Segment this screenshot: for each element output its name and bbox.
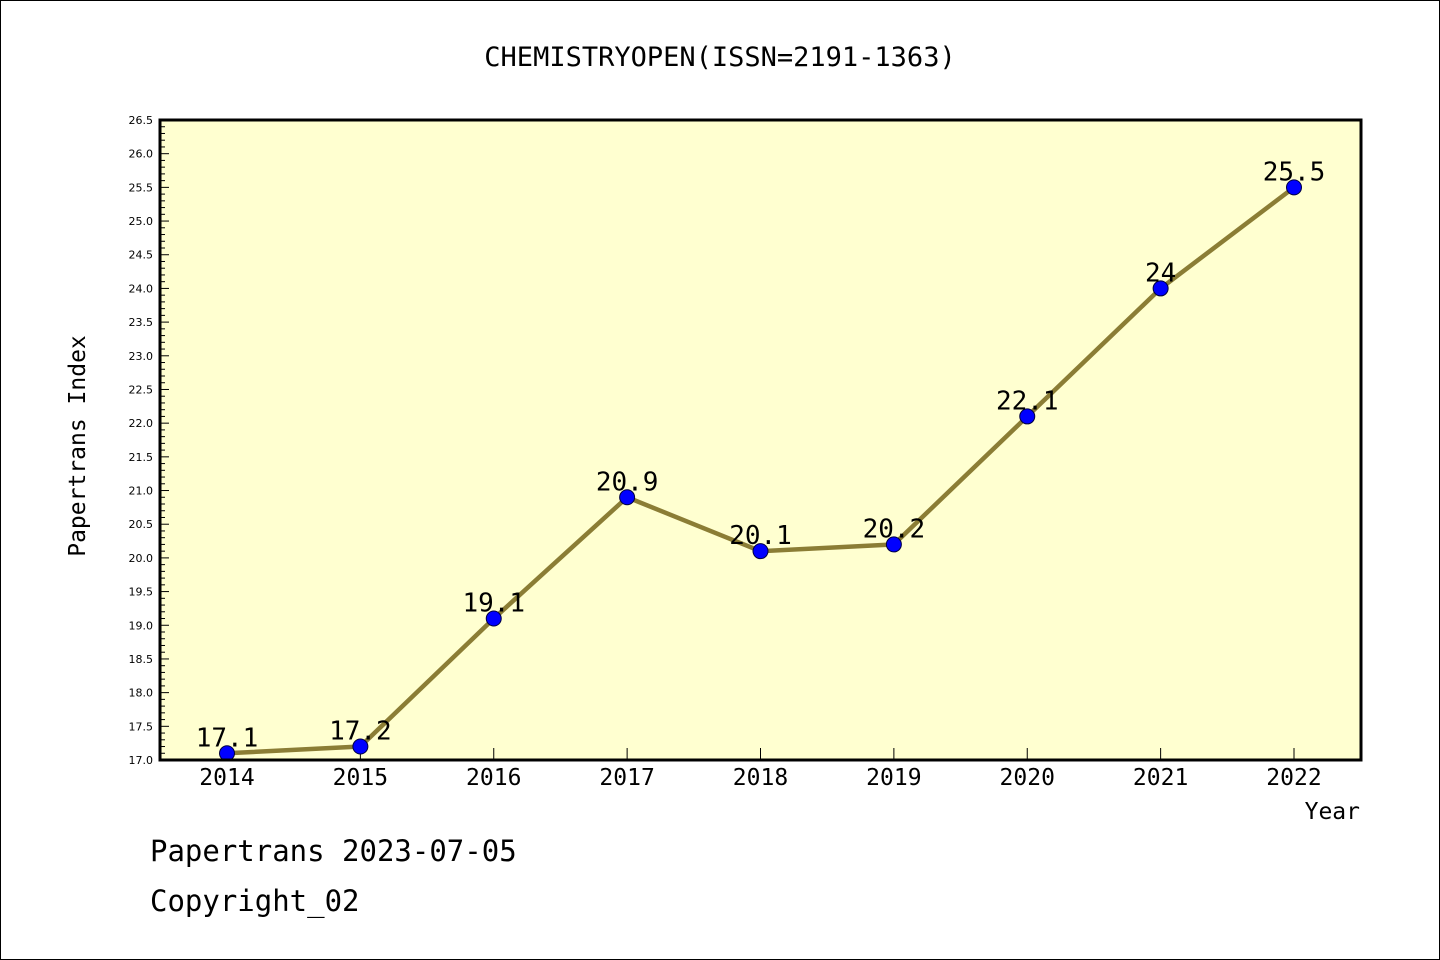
x-tick-label: 2018	[733, 765, 788, 791]
x-axis-label: Year	[1305, 799, 1360, 825]
x-tick-label: 2020	[1000, 765, 1055, 791]
x-tick-label: 2016	[466, 765, 521, 791]
y-tick-label: 26.5	[129, 114, 154, 127]
plot-area	[160, 120, 1361, 760]
x-tick-label: 2014	[199, 765, 254, 791]
y-tick-label: 23.5	[129, 316, 154, 329]
x-tick-label: 2022	[1266, 765, 1321, 791]
y-tick-label: 21.5	[129, 451, 154, 464]
x-tick-label: 2019	[866, 765, 921, 791]
data-point	[619, 489, 636, 506]
y-tick-label: 20.5	[129, 518, 154, 531]
y-tick-label: 17.0	[129, 754, 154, 767]
y-tick-label: 18.5	[129, 653, 154, 666]
footer-copyright: Copyright_02	[150, 884, 360, 918]
data-label: 20.2	[863, 514, 926, 544]
y-tick-label: 24.5	[129, 249, 154, 262]
y-tick-label: 25.0	[129, 215, 154, 228]
x-tick-label: 2017	[599, 765, 654, 791]
data-point	[485, 610, 502, 627]
y-tick-label: 24.0	[129, 282, 154, 295]
data-label: 22.1	[996, 386, 1059, 416]
y-axis-label: Papertrans Index	[65, 335, 91, 557]
data-label: 24	[1145, 258, 1176, 288]
data-label: 20.1	[729, 521, 792, 551]
y-tick-label: 19.5	[129, 586, 154, 599]
y-tick-label: 22.5	[129, 383, 154, 396]
data-label: 19.1	[462, 589, 525, 619]
y-tick-label: 23.0	[129, 350, 154, 363]
chart-title: CHEMISTRYOPEN(ISSN=2191-1363)	[484, 42, 955, 73]
y-tick-label: 22.0	[129, 417, 154, 430]
y-tick-label: 21.0	[129, 485, 154, 498]
data-point	[885, 536, 902, 553]
data-point	[752, 543, 769, 560]
y-tick-label: 26.0	[129, 148, 154, 161]
data-point	[1286, 179, 1302, 196]
plot-border	[158, 118, 1363, 762]
data-label: 17.1	[196, 723, 259, 753]
x-tick-label: 2015	[333, 765, 388, 791]
data-point	[1152, 280, 1169, 297]
data-label: 20.9	[596, 467, 659, 497]
y-tick-label: 19.0	[129, 619, 154, 632]
data-point	[352, 738, 369, 755]
y-tick-label: 18.0	[129, 687, 154, 700]
data-label: 25.5	[1263, 157, 1326, 187]
data-label: 17.2	[329, 717, 392, 747]
y-tick-label: 25.5	[129, 181, 154, 194]
x-tick-label: 2021	[1133, 765, 1188, 791]
y-tick-label: 17.5	[129, 720, 154, 733]
y-tick-label: 20.0	[129, 552, 154, 565]
data-point	[1019, 408, 1036, 425]
footer-date: Papertrans 2023-07-05	[150, 834, 517, 868]
